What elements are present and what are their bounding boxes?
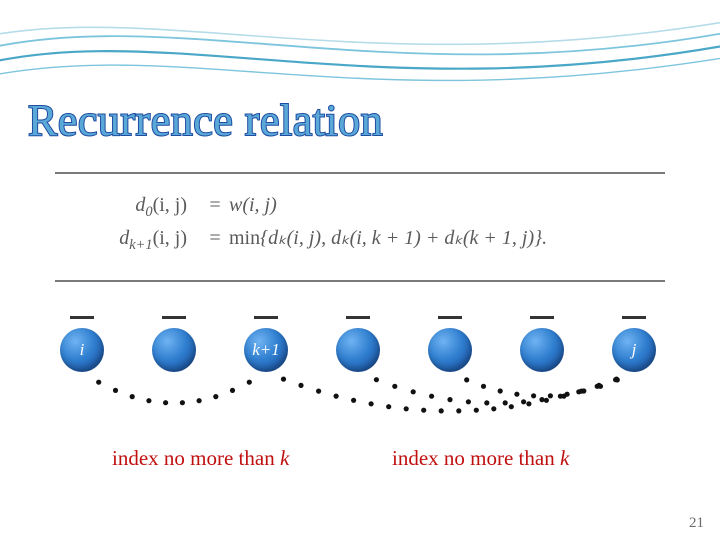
node-label: j [632,340,637,360]
graph-node-5 [520,328,564,372]
page-number: 21 [689,515,704,532]
equation-row-1: d0(i, j) = w(i, j) [61,194,659,221]
graph-node-6: j [612,328,656,372]
node-label: k+1 [252,340,280,360]
equation-row-2: dk+1(i, j) = min{dₖ(i, j), dₖ(i, k + 1) … [61,225,659,254]
equation-box: d0(i, j) = w(i, j) dk+1(i, j) = min{dₖ(i… [55,172,665,282]
node-bar [346,316,370,319]
node-bar [438,316,462,319]
node-bar [622,316,646,319]
node-bar [70,316,94,319]
node-bar [530,316,554,319]
node-bar [254,316,278,319]
graph-node-2: k+1 [244,328,288,372]
graph-node-3 [336,328,380,372]
diagram-caption-0: index no more than k [112,446,289,471]
recurrence-diagram: i k+1 j index no more than k index no more t… [60,328,680,488]
graph-node-1 [152,328,196,372]
node-label: i [80,340,85,360]
diagram-caption-1: index no more than k [392,446,569,471]
graph-node-4 [428,328,472,372]
page-title: Recurrence relation Recurrence relation [28,95,383,146]
graph-node-0: i [60,328,104,372]
node-bar [162,316,186,319]
header-waves [0,0,720,100]
